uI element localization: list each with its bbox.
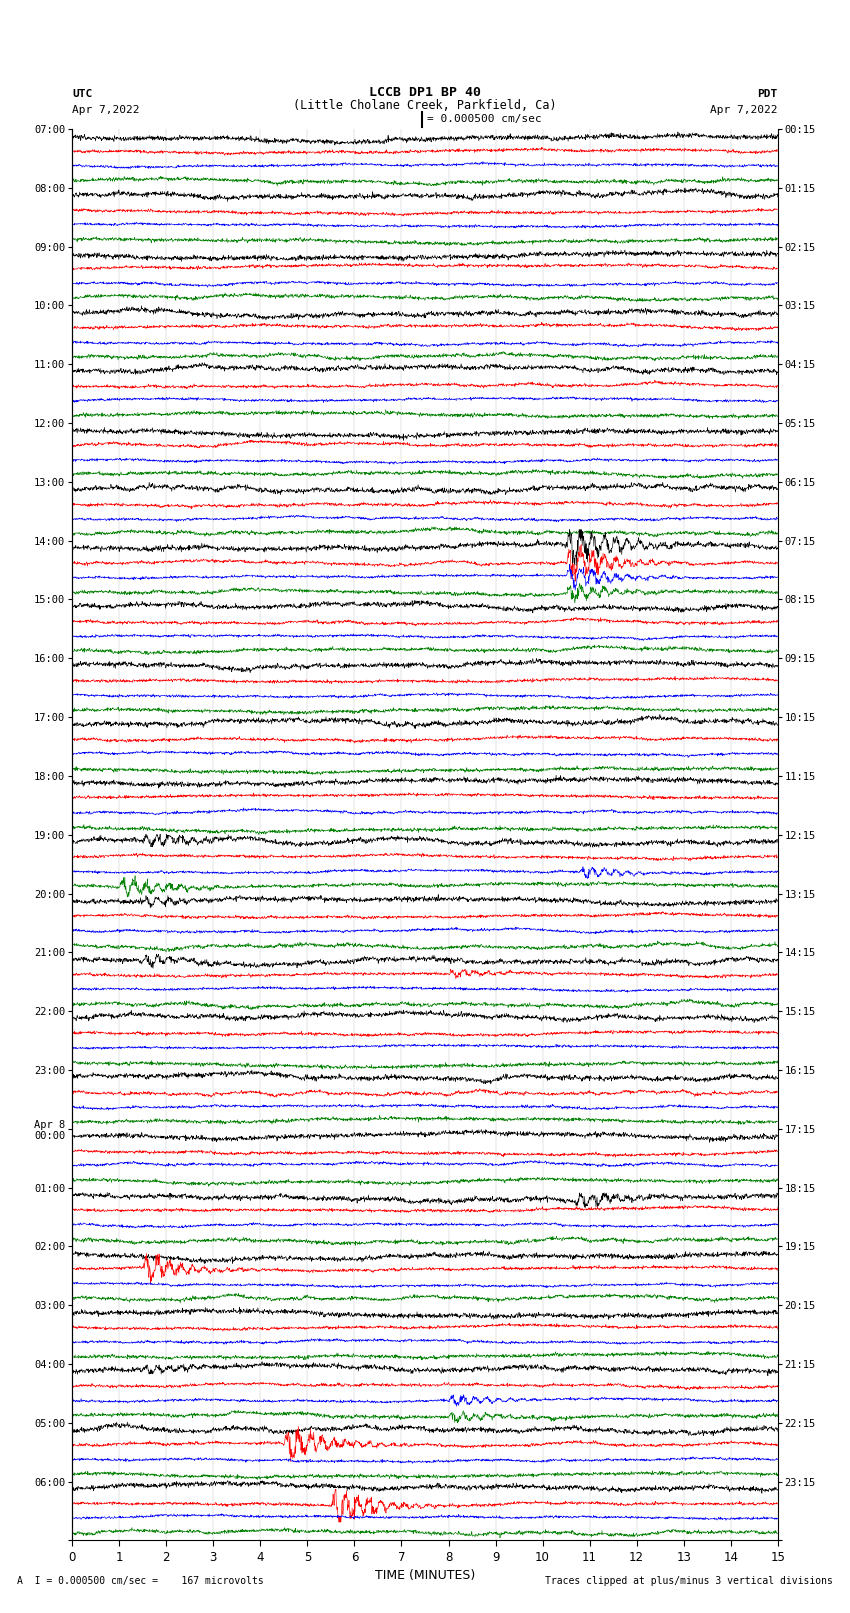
Text: PDT: PDT	[757, 89, 778, 100]
Text: = 0.000500 cm/sec: = 0.000500 cm/sec	[427, 115, 541, 124]
Text: UTC: UTC	[72, 89, 93, 100]
X-axis label: TIME (MINUTES): TIME (MINUTES)	[375, 1569, 475, 1582]
Text: LCCB DP1 BP 40: LCCB DP1 BP 40	[369, 85, 481, 100]
Text: A  I = 0.000500 cm/sec =    167 microvolts: A I = 0.000500 cm/sec = 167 microvolts	[17, 1576, 264, 1586]
Text: Traces clipped at plus/minus 3 vertical divisions: Traces clipped at plus/minus 3 vertical …	[545, 1576, 833, 1586]
Text: Apr 7,2022: Apr 7,2022	[72, 105, 139, 116]
Text: (Little Cholane Creek, Parkfield, Ca): (Little Cholane Creek, Parkfield, Ca)	[293, 98, 557, 113]
Text: Apr 7,2022: Apr 7,2022	[711, 105, 778, 116]
